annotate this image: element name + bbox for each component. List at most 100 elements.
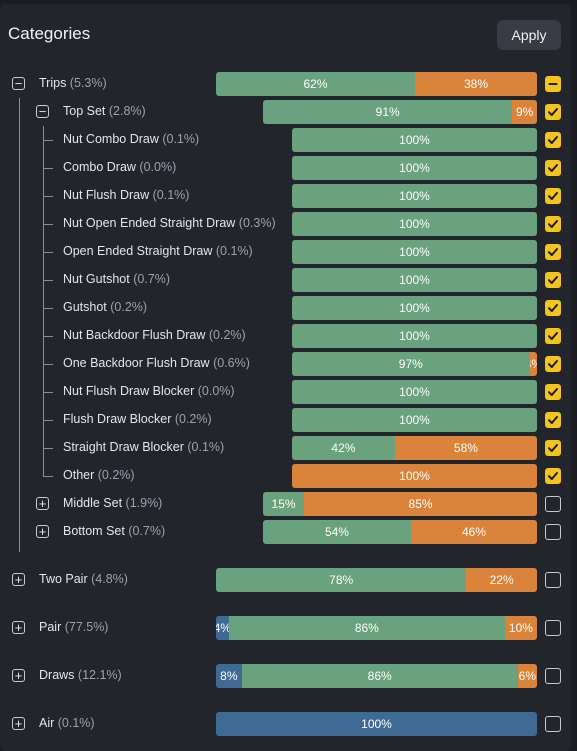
strategy-bar-draws: 8% 86% 6% (216, 664, 537, 688)
bar-segment-draw: 3% (529, 352, 537, 376)
category-label-other: Other (0.2%) (63, 468, 135, 482)
bar-segment-weak: 100% (216, 712, 537, 736)
expand-toggle-pair[interactable]: + (12, 621, 25, 634)
category-label-top-set: Top Set (2.8%) (63, 104, 146, 118)
strategy-bar-fd-blocker: 100% (292, 408, 537, 432)
category-checkbox-two-pair[interactable] (545, 572, 561, 588)
check-icon (548, 276, 558, 284)
category-frequency: (77.5%) (64, 620, 109, 634)
tree-branch (43, 336, 53, 337)
tree-branch (43, 196, 53, 197)
tree-line-top-set (43, 126, 44, 476)
category-checkbox-pair[interactable] (545, 620, 561, 636)
category-name: Nut Gutshot (63, 272, 134, 286)
strategy-bar-top-set: 91% 9% (263, 100, 537, 124)
category-checkbox-draws[interactable] (545, 668, 561, 684)
strategy-bar-middle-set: 15% 85% (263, 492, 537, 516)
collapse-toggle-top-set[interactable]: − (36, 105, 49, 118)
category-name: Trips (39, 76, 70, 90)
bar-segment-weak: 4% (216, 616, 229, 640)
category-name: Nut Combo Draw (63, 132, 163, 146)
category-checkbox-trips[interactable] (545, 76, 561, 92)
bar-segment-made: 62% (216, 72, 416, 96)
category-checkbox-sd-blocker[interactable] (545, 440, 561, 456)
bar-segment-made: 100% (292, 324, 537, 348)
category-name: Combo Draw (63, 160, 140, 174)
category-label-oesd: Open Ended Straight Draw (0.1%) (63, 244, 253, 258)
category-row-middle-set: + Middle Set (1.9%) 15% 85% (0, 492, 571, 518)
category-checkbox-oesd[interactable] (545, 244, 561, 260)
check-icon (548, 136, 558, 144)
category-checkbox-nut-bdfd[interactable] (545, 328, 561, 344)
check-icon (548, 304, 558, 312)
category-frequency: (0.1%) (215, 244, 253, 258)
bar-segment-made: 100% (292, 184, 537, 208)
strategy-bar-bottom-set: 54% 46% (263, 520, 537, 544)
check-icon (548, 360, 558, 368)
category-checkbox-bottom-set[interactable] (545, 524, 561, 540)
bar-segment-made: 100% (292, 408, 537, 432)
tree-branch (43, 224, 53, 225)
expand-toggle-draws[interactable]: + (12, 669, 25, 682)
category-checkbox-top-set[interactable] (545, 104, 561, 120)
panel-header: Categories Apply (0, 4, 571, 64)
strategy-bar-oesd: 100% (292, 240, 537, 264)
expand-toggle-two-pair[interactable]: + (12, 573, 25, 586)
bar-segment-made: 100% (292, 268, 537, 292)
strategy-bar-two-pair: 78% 22% (216, 568, 537, 592)
category-frequency: (2.8%) (108, 104, 146, 118)
category-frequency: (0.7%) (128, 524, 166, 538)
category-name: Two Pair (39, 572, 92, 586)
category-checkbox-one-bdfd[interactable] (545, 356, 561, 372)
category-row-nut-combo-draw: Nut Combo Draw (0.1%) 100% (0, 128, 571, 154)
apply-button[interactable]: Apply (497, 20, 561, 50)
category-row-fd-blocker: Flush Draw Blocker (0.2%) 100% (0, 408, 571, 434)
check-icon (548, 192, 558, 200)
bar-segment-draw: 85% (304, 492, 537, 516)
category-row-nut-flush-draw: Nut Flush Draw (0.1%) 100% (0, 184, 571, 210)
tree-branch (43, 168, 53, 169)
category-frequency: (0.6%) (213, 356, 250, 370)
category-name: Pair (39, 620, 65, 634)
bar-segment-draw: 58% (394, 436, 537, 460)
category-frequency: (0.2%) (110, 300, 148, 314)
category-checkbox-nut-combo-draw[interactable] (545, 132, 561, 148)
category-checkbox-middle-set[interactable] (545, 496, 561, 512)
expand-toggle-bottom-set[interactable]: + (36, 525, 49, 538)
category-row-two-pair: + Two Pair (4.8%) 78% 22% (0, 568, 571, 594)
expand-toggle-middle-set[interactable]: + (36, 497, 49, 510)
category-checkbox-nut-gutshot[interactable] (545, 272, 561, 288)
category-checkbox-air[interactable] (545, 716, 561, 732)
strategy-bar-nut-combo-draw: 100% (292, 128, 537, 152)
category-label-air: Air (0.1%) (39, 716, 95, 730)
expand-toggle-air[interactable]: + (12, 717, 25, 730)
bar-segment-draw: 100% (292, 464, 537, 488)
category-checkbox-gutshot[interactable] (545, 300, 561, 316)
category-label-nut-combo-draw: Nut Combo Draw (0.1%) (63, 132, 199, 146)
category-frequency: (0.2%) (208, 328, 246, 342)
tree-branch (43, 308, 53, 309)
strategy-bar-gutshot: 100% (292, 296, 537, 320)
category-checkbox-other[interactable] (545, 468, 561, 484)
category-name: Top Set (63, 104, 109, 118)
strategy-bar-nut-gutshot: 100% (292, 268, 537, 292)
category-name: Other (63, 468, 98, 482)
tree-branch (43, 140, 53, 141)
category-frequency: (0.1%) (162, 132, 200, 146)
category-checkbox-fd-blocker[interactable] (545, 412, 561, 428)
bar-segment-made: 97% (292, 352, 530, 376)
strategy-bar-nut-oesd: 100% (292, 212, 537, 236)
category-name: Air (39, 716, 58, 730)
bar-segment-draw: 10% (504, 616, 537, 640)
category-checkbox-nut-fd-blocker[interactable] (545, 384, 561, 400)
category-row-nut-bdfd: Nut Backdoor Flush Draw (0.2%) 100% (0, 324, 571, 350)
category-name: Draws (39, 668, 78, 682)
category-checkbox-nut-flush-draw[interactable] (545, 188, 561, 204)
category-checkbox-nut-oesd[interactable] (545, 216, 561, 232)
category-frequency: (0.0%) (197, 384, 235, 398)
category-label-nut-flush-draw: Nut Flush Draw (0.1%) (63, 188, 189, 202)
collapse-toggle-trips[interactable]: − (12, 77, 25, 90)
category-name: Straight Draw Blocker (63, 440, 188, 454)
category-checkbox-combo-draw[interactable] (545, 160, 561, 176)
category-row-bottom-set: + Bottom Set (0.7%) 54% 46% (0, 520, 571, 546)
